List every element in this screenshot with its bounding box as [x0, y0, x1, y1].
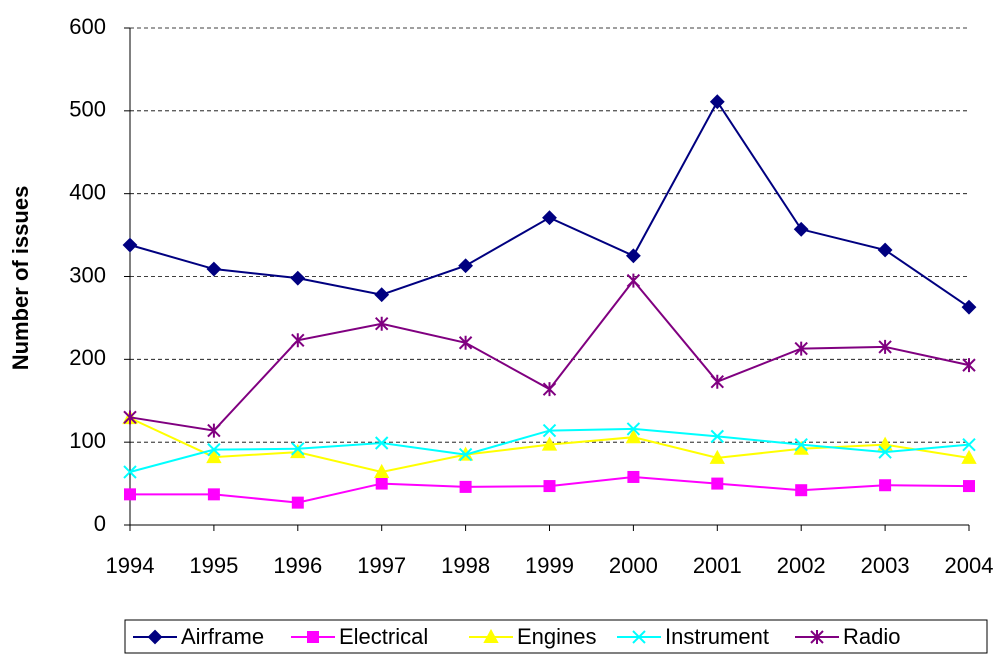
legend-label: Electrical [339, 624, 428, 649]
data-point [207, 423, 221, 438]
data-point [877, 436, 893, 451]
x-tick-label: 2002 [777, 553, 826, 578]
y-tick-label: 500 [69, 97, 106, 122]
data-point [794, 437, 808, 452]
data-point [962, 437, 976, 452]
data-point [542, 210, 557, 226]
data-point [206, 261, 222, 277]
data-point [961, 299, 977, 315]
x-tick-label: 2000 [609, 553, 658, 578]
y-axis-label: Number of issues [8, 186, 33, 371]
data-point [207, 442, 221, 457]
x-tick-label: 2001 [693, 553, 742, 578]
data-point [878, 339, 892, 354]
legend-marker [632, 630, 646, 644]
data-point [124, 488, 136, 501]
x-tick-label: 1994 [106, 553, 155, 578]
data-point [962, 358, 976, 373]
data-point [625, 429, 642, 444]
data-point [374, 436, 389, 450]
data-point [794, 341, 808, 356]
data-point [374, 316, 389, 331]
data-point [961, 449, 977, 464]
data-point [206, 448, 222, 464]
data-point [878, 445, 892, 459]
x-tick-label: 1998 [441, 553, 490, 578]
data-point [709, 94, 725, 110]
x-tick-label: 2004 [945, 553, 994, 578]
y-tick-label: 0 [94, 511, 106, 536]
series-line [129, 99, 970, 308]
data-point [123, 465, 137, 479]
x-tick-label: 1995 [189, 553, 238, 578]
data-point [710, 429, 725, 444]
data-point [877, 242, 893, 258]
data-point [207, 488, 220, 501]
legend-label: Airframe [181, 624, 264, 649]
data-point [458, 335, 473, 350]
data-point [541, 436, 558, 451]
legend-marker [810, 630, 824, 644]
x-tick-label: 1999 [525, 553, 574, 578]
legend-marker [483, 628, 499, 643]
y-tick-label: 400 [69, 179, 106, 204]
data-point [542, 382, 557, 397]
legend-box [124, 619, 988, 654]
x-tick-label: 1996 [273, 553, 322, 578]
data-point [374, 463, 390, 478]
data-point [626, 422, 641, 436]
data-point [795, 484, 808, 497]
data-point [711, 477, 724, 490]
data-point [793, 221, 809, 237]
y-tick-label: 200 [69, 345, 106, 370]
y-tick-label: 100 [69, 428, 106, 453]
legend-marker [307, 631, 319, 643]
data-point [291, 496, 304, 509]
data-point [459, 480, 472, 493]
y-tick-label: 600 [69, 14, 106, 39]
data-point [709, 449, 725, 464]
data-point [627, 470, 640, 483]
data-point [123, 410, 137, 425]
x-tick-label: 2003 [861, 553, 910, 578]
data-point [879, 479, 892, 492]
data-point [710, 374, 725, 389]
data-point [626, 273, 641, 288]
data-point [542, 423, 557, 438]
data-point [374, 287, 390, 303]
data-point [963, 480, 975, 493]
data-point [458, 447, 473, 462]
legend-label: Radio [843, 624, 900, 649]
data-point [625, 248, 641, 264]
legend-label: Engines [517, 624, 597, 649]
series-line [129, 279, 970, 432]
y-tick-label: 300 [69, 262, 106, 287]
x-tick-label: 1997 [357, 553, 406, 578]
data-point [122, 237, 138, 253]
legend-marker [147, 629, 163, 645]
data-point [291, 442, 305, 456]
data-point [458, 258, 474, 274]
data-point [291, 333, 305, 348]
data-point [290, 270, 306, 286]
legend-label: Instrument [665, 624, 769, 649]
data-point [375, 477, 388, 490]
data-point [543, 480, 556, 493]
